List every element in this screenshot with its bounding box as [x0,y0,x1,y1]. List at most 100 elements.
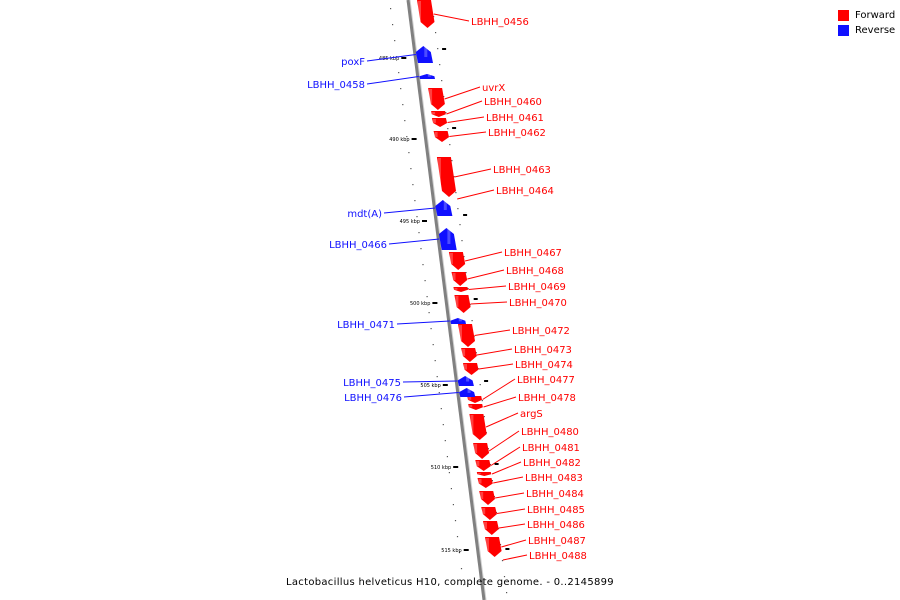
left-tick-dot [456,536,459,538]
forward-gene [479,491,495,505]
forward-gene-highlight [474,444,478,453]
forward-gene [453,287,468,292]
reverse-gene-leader [383,207,436,214]
left-tick-dot [424,280,426,282]
forward-gene [473,443,490,459]
forward-gene [468,404,483,410]
forward-gene [475,460,491,471]
reverse-gene-highlight [466,377,470,382]
forward-gene [477,478,493,488]
genome-caption: Lactobacillus helveticus H10, complete g… [286,577,614,588]
left-tick-dot [398,72,400,74]
reverse-gene [419,74,435,79]
genome-axis [406,0,486,600]
forward-gene-label: LBHH_0464 [496,186,554,197]
forward-gene-leader [502,554,528,561]
forward-gene-highlight [470,415,474,434]
forward-gene [436,157,456,197]
forward-gene-highlight [449,253,453,264]
position-label: 490 kbp [389,137,409,143]
right-tick-dot [441,80,443,82]
forward-gene [481,507,497,520]
position-tick [442,384,448,386]
forward-gene-highlight [476,461,480,467]
right-tick-dot [471,320,473,322]
left-tick-dot [418,232,420,234]
right-tick-dot [465,272,467,274]
forward-gene-leader [494,492,525,499]
reverse-gene-highlight [447,229,451,244]
right-tick-dot [481,400,483,402]
forward-gene-highlight [478,479,482,484]
forward-gene-leader [449,131,487,137]
right-tick-dot [463,256,465,258]
forward-gene-leader [457,189,495,200]
right-tick-dot [506,592,508,594]
right-tick-dot [445,112,447,114]
forward-gene-highlight [434,132,438,138]
forward-gene-leader [433,13,470,22]
left-tick-dot [434,360,436,362]
forward-gene-leader [447,116,485,123]
forward-gene-label: LBHH_0467 [504,248,562,259]
reverse-gene-leader [402,380,458,383]
forward-gene-label: LBHH_0470 [509,298,567,309]
reverse-gene-label: LBHH_0458 [307,80,365,91]
legend-item-forward: Forward [838,8,895,23]
forward-gene-leader [493,476,524,484]
position-tick [411,138,417,140]
forward-gene-label: LBHH_0487 [528,536,586,547]
right-tick-dot [459,224,461,226]
position-label: 515 kbp [441,548,461,554]
reverse-gene-highlight [467,389,471,393]
reverse-gene [435,200,453,216]
forward-gene-highlight [437,158,441,191]
right-tick-dot [467,288,469,290]
right-tick-dot [453,176,455,178]
forward-gene-highlight [459,325,462,341]
reverse-gene-highlight [458,319,462,322]
forward-gene-leader [476,348,513,356]
position-tick [401,57,407,59]
forward-gene-highlight [429,89,433,104]
forward-gene-label: argS [520,409,543,420]
left-tick-dot [406,136,408,138]
left-tick-dot [394,40,396,42]
forward-gene-highlight [454,288,458,290]
left-tick-dot [460,568,463,570]
reverse-gene-leader [366,54,416,62]
left-tick-dot [430,328,432,330]
left-tick-dot [450,488,452,490]
legend-forward-label: Forward [855,10,896,21]
forward-gene-label: LBHH_0456 [471,17,529,28]
reverse-gene-label: mdt(A) [347,209,382,220]
forward-gene [476,472,492,476]
forward-gene-leader [468,285,507,290]
position-label: 495 kbp [400,219,420,225]
right-tick-dot [483,416,485,418]
reverse-gene-leader [396,320,450,325]
forward-gene-leader [467,269,505,280]
forward-gene-highlight [482,508,486,515]
forward-gene [461,348,477,362]
forward-gene-leader [490,446,521,466]
right-tick-dot [455,192,457,194]
forward-gene-highlight [452,273,456,280]
left-tick-dot [412,184,414,186]
left-tick-dot [402,104,404,106]
forward-gene-label: LBHH_0469 [508,282,566,293]
right-tick-dot [437,48,439,50]
forward-gene-leader [491,461,522,475]
left-tick-dot [444,440,446,442]
forward-gene-highlight [432,119,436,123]
feature-marker [484,380,489,382]
left-tick-dot [458,552,461,554]
right-tick-dot [503,576,506,578]
forward-gene-leader [483,396,517,408]
forward-gene-label: LBHH_0483 [525,473,583,484]
feature-marker [505,548,510,550]
reverse-gene-highlight [427,75,431,77]
forward-gene [431,111,446,117]
legend: Forward Reverse [838,8,895,38]
